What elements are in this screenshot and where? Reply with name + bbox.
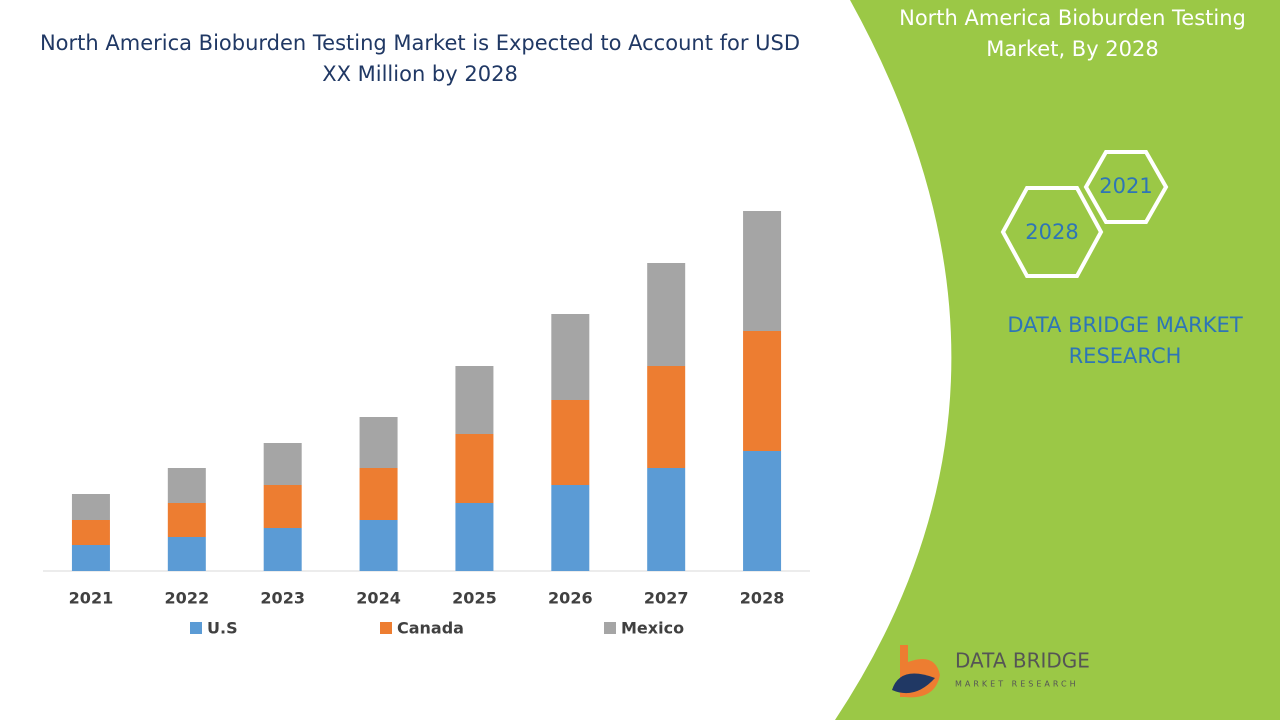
bar-segment	[743, 211, 782, 331]
x-tick-label: 2025	[452, 589, 497, 608]
logo-tagline: MARKET RESEARCH	[955, 680, 1079, 689]
brand: DATA BRIDGE MARKET RESEARCH	[1007, 313, 1243, 368]
logo-mark	[892, 673, 935, 694]
bar-segment	[551, 400, 590, 485]
bar-segment	[263, 443, 302, 485]
x-tick-label: 2028	[740, 589, 785, 608]
bar-segment	[71, 545, 110, 571]
bar-segment	[455, 434, 494, 503]
x-tick-label: 2027	[644, 589, 689, 608]
bar-segment	[359, 520, 398, 571]
bar-segment	[455, 366, 494, 434]
x-tick-label: 2023	[260, 589, 305, 608]
bar-segment	[455, 503, 494, 571]
bar-segment	[167, 537, 206, 571]
x-tick-label: 2022	[165, 589, 210, 608]
bar-segment	[167, 503, 206, 537]
hexagon-label: 2028	[1025, 220, 1078, 244]
legend-label: Mexico	[621, 619, 684, 638]
x-tick-label: 2026	[548, 589, 593, 608]
bar-segment	[263, 528, 302, 571]
chart-title: North America Bioburden Testing Market i…	[39, 31, 801, 86]
bar-segment	[551, 314, 590, 400]
x-tick-label: 2024	[356, 589, 401, 608]
bar-segment	[743, 451, 782, 571]
bar-segment	[359, 468, 398, 520]
hexagon	[1000, 186, 1104, 278]
bar-segment	[647, 468, 686, 571]
bar-segment	[647, 366, 686, 468]
legend-swatch	[380, 622, 392, 634]
hexagon-label: 2021	[1099, 174, 1152, 198]
x-tick-label: 2021	[69, 589, 114, 608]
bar-segment	[551, 485, 590, 571]
bar-segment	[647, 263, 686, 366]
legend-swatch	[604, 622, 616, 634]
hexagon	[1083, 150, 1169, 224]
bar-segment	[167, 468, 206, 503]
green-panel	[835, 0, 1280, 720]
panel-title: North America Bioburden Testing Market, …	[899, 6, 1246, 61]
bar-segment	[359, 417, 398, 468]
bar-segment	[263, 485, 302, 528]
legend-swatch	[190, 622, 202, 634]
bar-segment	[71, 520, 110, 545]
bar-segment	[743, 331, 782, 451]
bar-segment	[71, 494, 110, 520]
legend-label: U.S	[207, 619, 238, 638]
legend-label: Canada	[397, 619, 464, 638]
logo-name: DATA BRIDGE	[955, 649, 1090, 673]
